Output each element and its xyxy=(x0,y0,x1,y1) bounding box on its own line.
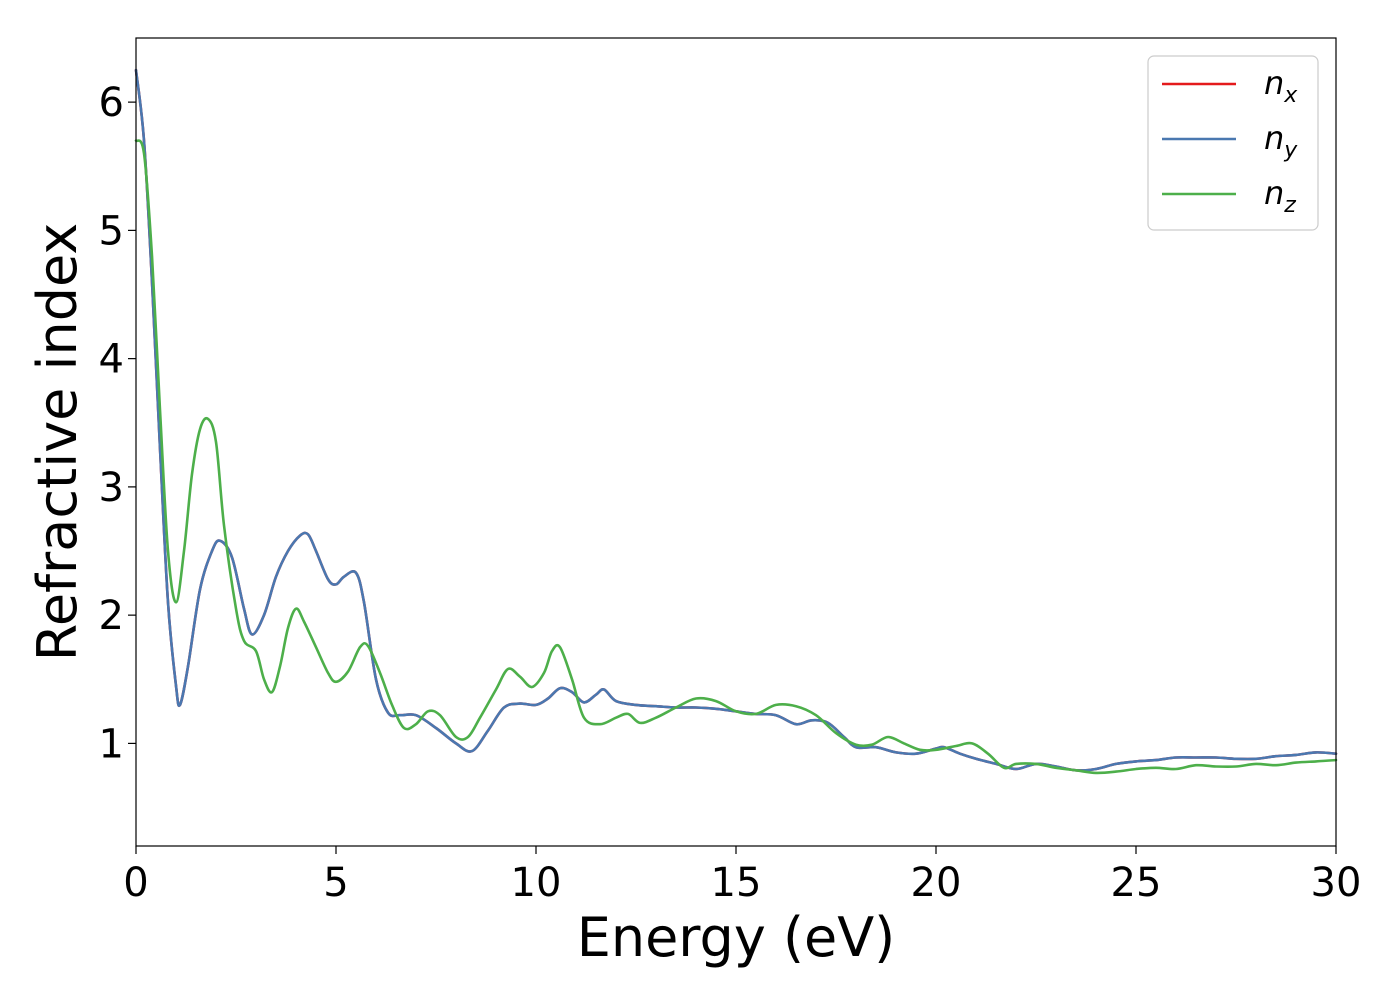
legend: nx ny nz xyxy=(1147,55,1319,231)
x-tick-label: 20 xyxy=(911,860,962,906)
x-tick-label: 0 xyxy=(123,860,148,906)
legend-label-nz: nz xyxy=(1264,174,1296,218)
y-tick-label: 6 xyxy=(99,80,124,126)
y-tick-label: 1 xyxy=(99,721,124,767)
x-tick-label: 15 xyxy=(711,860,762,906)
x-axis: 0 5 10 15 20 25 30 xyxy=(123,846,1361,906)
legend-label-nx: nx xyxy=(1264,64,1298,108)
x-axis-title: Energy (eV) xyxy=(577,906,896,969)
series-line-nz xyxy=(134,139,1338,775)
x-tick-label: 10 xyxy=(511,860,562,906)
y-tick-label: 3 xyxy=(99,465,124,511)
y-axis-title: Refractive index xyxy=(26,223,89,662)
x-tick-label: 30 xyxy=(1311,860,1362,906)
legend-label-ny: ny xyxy=(1264,119,1298,163)
y-axis: 1 2 3 4 5 6 xyxy=(99,80,136,767)
x-tick-label: 25 xyxy=(1111,860,1162,906)
legend-box xyxy=(1147,55,1319,231)
y-tick-label: 4 xyxy=(99,337,124,383)
series-layer xyxy=(134,68,1338,775)
x-tick-label: 5 xyxy=(323,860,348,906)
y-tick-label: 5 xyxy=(99,208,124,254)
y-tick-label: 2 xyxy=(99,593,124,639)
